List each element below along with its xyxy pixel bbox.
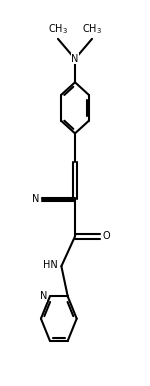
Text: N: N <box>39 291 47 301</box>
Text: O: O <box>102 232 110 241</box>
Text: HN: HN <box>43 261 58 270</box>
Text: CH$_3$: CH$_3$ <box>48 22 68 36</box>
Text: N: N <box>32 195 40 205</box>
Text: N: N <box>71 54 79 64</box>
Text: CH$_3$: CH$_3$ <box>82 22 102 36</box>
